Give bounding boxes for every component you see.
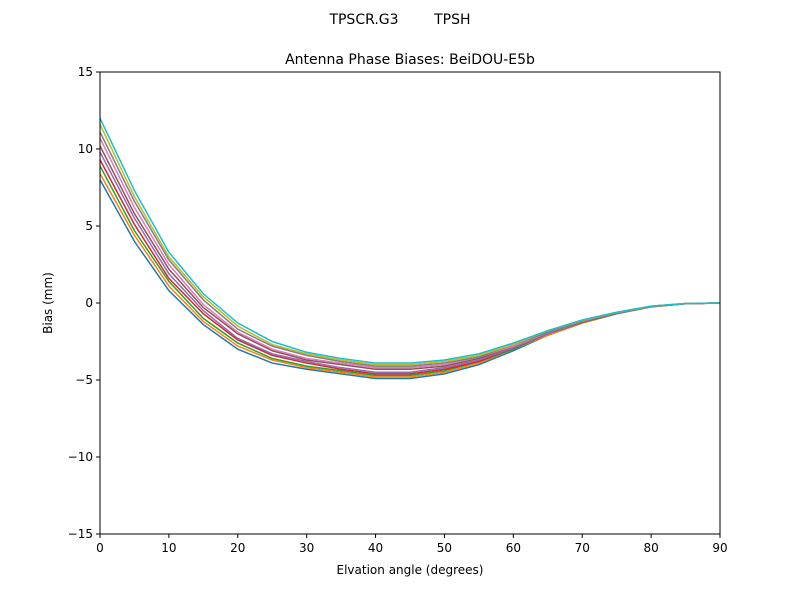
series-line [99,179,721,380]
x-tick-label: 20 [230,541,245,555]
y-tick-label: 15 [78,65,93,79]
x-tick-label: 30 [299,541,314,555]
x-axis-label: Elvation angle (degrees) [337,563,484,577]
x-tick-label: 0 [96,541,104,555]
suptitle: TPSCR.G3 TPSH [328,12,470,28]
y-tick-label: 5 [85,219,93,233]
y-tick-label: 10 [78,142,93,156]
series-line [99,151,721,374]
chart-title: Antenna Phase Biases: BeiDOU-E5b [285,52,535,68]
x-tick-label: 10 [161,541,176,555]
x-tick-label: 90 [712,541,727,555]
x-tick-label: 70 [575,541,590,555]
x-tick-label: 80 [643,541,658,555]
series-line [99,124,721,366]
series-line [99,137,721,369]
x-tick-label: 60 [506,541,521,555]
x-tick-label: 40 [368,541,383,555]
y-axis-label: Bias (mm) [41,272,55,334]
series-line [99,165,721,377]
series-line [99,117,721,364]
y-axis: −15 −10 −5 0 5 10 15 [68,65,100,541]
series-line [99,145,721,370]
series-line [99,173,721,378]
y-tick-label: −10 [68,450,93,464]
series-line [99,159,721,375]
y-tick-label: −15 [68,527,93,541]
series-lines [99,117,721,380]
series-line [99,131,721,367]
x-axis: 0 10 20 30 40 50 60 70 80 90 [96,534,728,555]
x-tick-label: 50 [437,541,452,555]
y-tick-label: 0 [85,296,93,310]
y-tick-label: −5 [75,373,93,387]
